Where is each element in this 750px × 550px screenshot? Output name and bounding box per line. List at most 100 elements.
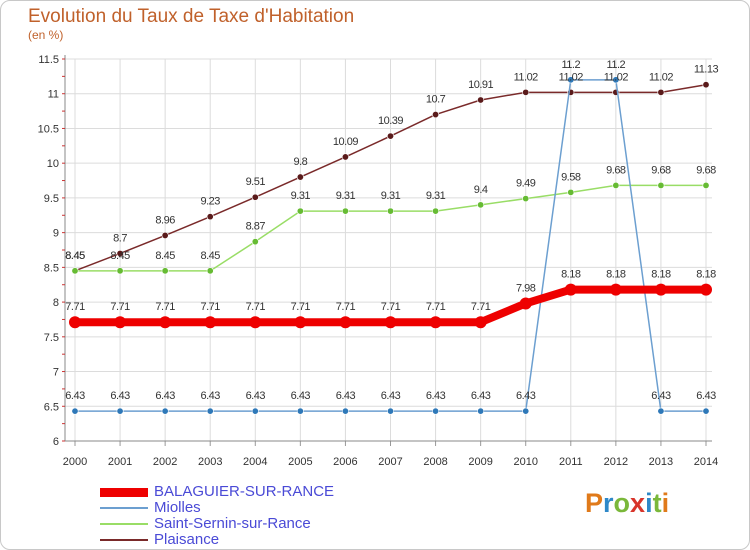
data-point — [657, 407, 665, 415]
x-tick-label: 2006 — [333, 456, 357, 468]
data-label: 9.8 — [293, 156, 307, 168]
data-label: 10.39 — [378, 115, 403, 127]
data-point — [612, 76, 620, 84]
data-label: 8.18 — [606, 269, 626, 281]
legend-label: Miolles — [154, 499, 201, 516]
data-point — [296, 407, 304, 415]
data-label: 9.68 — [651, 164, 671, 176]
x-tick-label: 2004 — [243, 456, 267, 468]
data-label: 6.43 — [381, 390, 401, 402]
data-label: 8.18 — [561, 269, 581, 281]
data-label: 6.43 — [65, 390, 85, 402]
data-point — [522, 195, 530, 203]
data-label: 6.43 — [336, 390, 356, 402]
data-label: 9.31 — [291, 190, 311, 202]
y-tick-label: 6 — [53, 436, 59, 448]
logo-letter: t — [652, 488, 662, 518]
legend-label: Saint-Sernin-sur-Rance — [154, 515, 311, 532]
data-label-layer: 8.45 8.7 8.96 9.23 9.51 9.8 10.09 10.39 10.7 10.9… — [65, 59, 719, 402]
legend-swatch — [100, 487, 148, 497]
data-label: 7.98 — [516, 282, 536, 294]
data-point — [432, 407, 440, 415]
unit-label: (en %) — [28, 28, 64, 42]
x-tick-label: 2010 — [513, 456, 537, 468]
data-point — [206, 267, 214, 275]
data-point — [69, 316, 81, 329]
data-point — [206, 213, 214, 221]
data-point — [251, 407, 259, 415]
data-label: 6.43 — [471, 390, 491, 402]
data-label: 9.49 — [516, 178, 536, 190]
data-label: 9.31 — [426, 190, 446, 202]
data-label: 10.91 — [468, 79, 493, 91]
data-label: 7.71 — [381, 301, 401, 313]
data-label: 8.45 — [155, 250, 175, 262]
x-tick-label: 2000 — [63, 456, 87, 468]
x-tick-label: 2013 — [649, 456, 673, 468]
data-point — [654, 283, 667, 296]
data-label: 9.23 — [201, 196, 221, 208]
data-point — [204, 316, 217, 329]
legend-swatch — [100, 523, 148, 525]
data-label: 8.18 — [651, 269, 671, 281]
y-tick-label: 7.5 — [44, 332, 59, 344]
data-label: 9.31 — [381, 190, 401, 202]
data-point — [432, 111, 440, 119]
data-label: 9.58 — [561, 171, 581, 183]
data-label: 7.71 — [110, 301, 130, 313]
y-tick-label: 8.5 — [44, 262, 59, 274]
logo-letter: i — [645, 488, 653, 518]
y-tick-label: 9 — [53, 228, 59, 240]
x-tick-label: 2014 — [694, 456, 718, 468]
data-point — [609, 283, 622, 296]
proxiti-logo: Proxiti — [585, 488, 669, 519]
data-point — [386, 407, 394, 415]
data-label: 8.45 — [110, 250, 130, 262]
series-layer — [69, 76, 712, 415]
data-point — [296, 207, 304, 215]
data-point — [206, 407, 214, 415]
data-label: 11.02 — [514, 71, 539, 83]
data-point — [339, 316, 352, 329]
x-tick-label: 2003 — [198, 456, 222, 468]
data-label: 6.43 — [110, 390, 130, 402]
data-label: 7.71 — [471, 301, 491, 313]
logo-letter: o — [613, 488, 631, 518]
data-label: 11.2 — [607, 59, 626, 71]
data-point — [159, 316, 172, 329]
data-label: 11.02 — [649, 71, 674, 83]
y-tick-label: 11 — [48, 89, 59, 101]
data-label: 8.45 — [65, 250, 85, 262]
data-point — [249, 316, 262, 329]
data-point — [71, 407, 79, 415]
data-label: 9.31 — [336, 190, 356, 202]
data-label: 7.71 — [155, 301, 175, 313]
data-point — [567, 76, 575, 84]
y-tick-label: 7 — [53, 367, 59, 379]
data-label: 6.43 — [155, 390, 175, 402]
data-label: 8.7 — [113, 232, 127, 244]
data-label: 6.43 — [516, 390, 536, 402]
x-tick-label: 2012 — [604, 456, 628, 468]
data-label: 6.43 — [696, 390, 716, 402]
data-point — [341, 153, 349, 161]
x-tick-label: 2005 — [288, 456, 312, 468]
data-point — [116, 267, 124, 275]
data-label: 8.87 — [246, 221, 266, 233]
x-tick-label: 2007 — [378, 456, 402, 468]
data-label: 10.7 — [426, 94, 446, 106]
logo-letter: P — [585, 488, 604, 518]
data-label: 8.45 — [65, 250, 85, 262]
data-point — [702, 181, 710, 189]
data-point — [702, 81, 710, 89]
data-label: 7.71 — [426, 301, 446, 313]
data-point — [432, 207, 440, 215]
data-point — [296, 173, 304, 181]
data-label: 7.71 — [65, 301, 85, 313]
axis-layer: 6 6.5 7 7.5 8 8.5 9 9.5 10 10.5 11 11.5 2000 2001 2002… — [38, 54, 719, 468]
data-label: 6.43 — [426, 390, 446, 402]
data-label: 8.45 — [201, 250, 221, 262]
data-label: 8.96 — [155, 214, 175, 226]
data-label: 11.13 — [694, 64, 719, 76]
